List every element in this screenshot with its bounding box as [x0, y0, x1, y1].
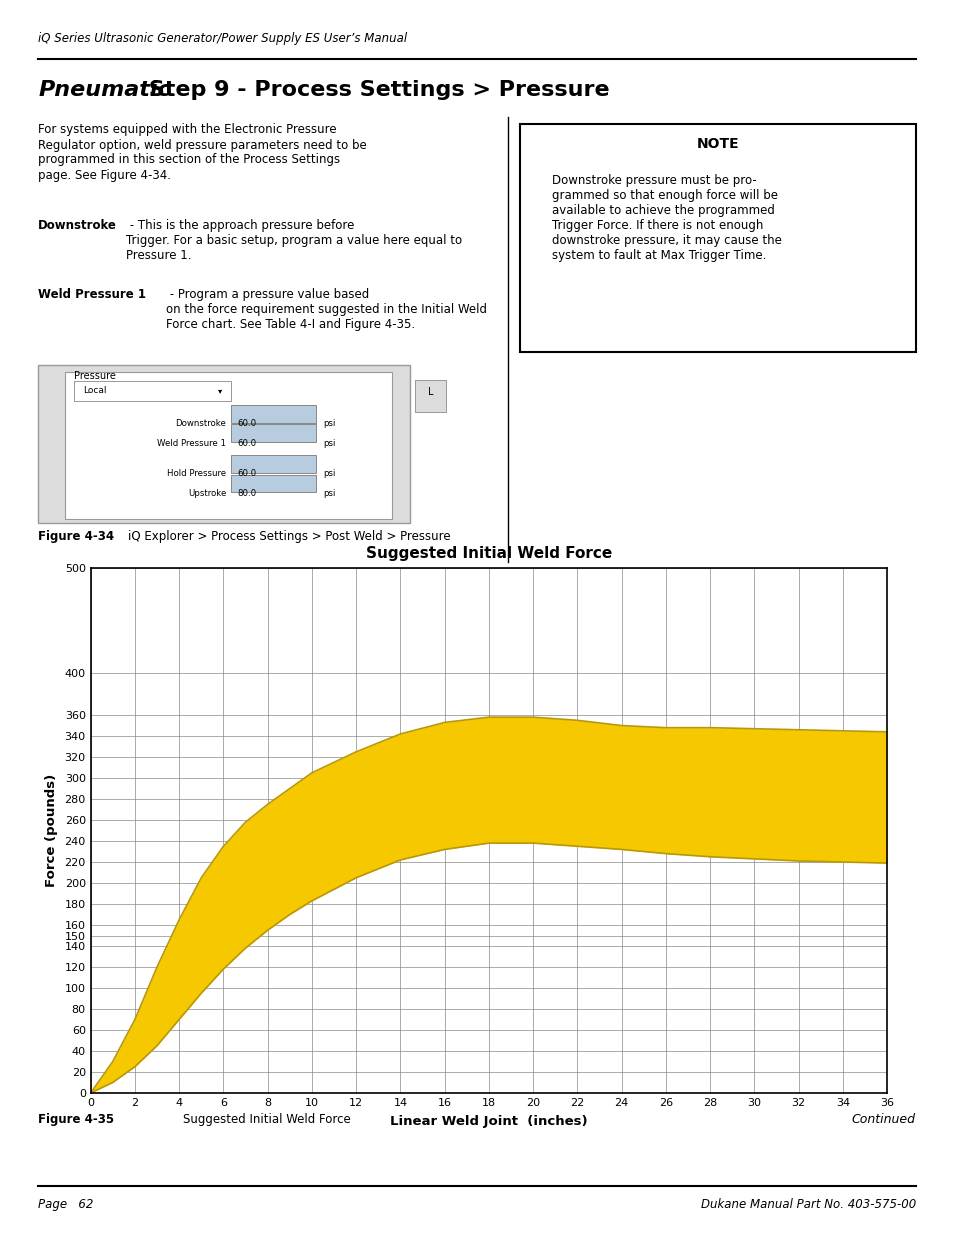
- FancyBboxPatch shape: [519, 124, 915, 352]
- FancyBboxPatch shape: [65, 373, 392, 519]
- FancyBboxPatch shape: [415, 379, 446, 412]
- Text: - Program a pressure value based
on the force requirement suggested in the Initi: - Program a pressure value based on the …: [166, 288, 486, 331]
- Text: Suggested Initial Weld Force: Suggested Initial Weld Force: [183, 1114, 351, 1126]
- Text: Downstroke: Downstroke: [38, 220, 117, 232]
- Text: psi: psi: [322, 469, 335, 478]
- Text: Hold Pressure: Hold Pressure: [167, 469, 226, 478]
- Text: Upstroke: Upstroke: [188, 489, 226, 498]
- FancyBboxPatch shape: [231, 474, 315, 493]
- Text: psi: psi: [322, 419, 335, 429]
- Text: ▾: ▾: [217, 385, 221, 395]
- FancyBboxPatch shape: [231, 405, 315, 422]
- Text: Figure 4-35: Figure 4-35: [38, 1114, 114, 1126]
- Text: 60.0: 60.0: [237, 469, 256, 478]
- FancyBboxPatch shape: [74, 382, 231, 401]
- FancyBboxPatch shape: [231, 454, 315, 473]
- Text: psi: psi: [322, 489, 335, 498]
- Text: Weld Pressure 1: Weld Pressure 1: [38, 288, 146, 301]
- Text: - This is the approach pressure before
Trigger. For a basic setup, program a val: - This is the approach pressure before T…: [126, 220, 461, 263]
- Text: iQ Series Ultrasonic Generator/Power Supply ES User’s Manual: iQ Series Ultrasonic Generator/Power Sup…: [38, 32, 407, 46]
- FancyBboxPatch shape: [38, 366, 410, 522]
- Text: 60.0: 60.0: [237, 438, 256, 448]
- X-axis label: Linear Weld Joint  (inches): Linear Weld Joint (inches): [390, 1115, 587, 1128]
- Text: Downstroke pressure must be pro-
grammed so that enough force will be
available : Downstroke pressure must be pro- grammed…: [551, 174, 781, 262]
- Text: Local: Local: [83, 385, 107, 395]
- Text: Page   62: Page 62: [38, 1198, 93, 1210]
- Text: psi: psi: [322, 438, 335, 448]
- Text: 60.0: 60.0: [237, 419, 256, 429]
- Y-axis label: Force (pounds): Force (pounds): [45, 774, 57, 887]
- Text: Continued: Continued: [851, 1114, 915, 1126]
- Text: For systems equipped with the Electronic Pressure
Regulator option, weld pressur: For systems equipped with the Electronic…: [38, 124, 367, 182]
- Text: Weld Pressure 1: Weld Pressure 1: [157, 438, 226, 448]
- Text: Figure 4-34: Figure 4-34: [38, 530, 114, 543]
- Text: iQ Explorer > Process Settings > Post Weld > Pressure: iQ Explorer > Process Settings > Post We…: [128, 530, 450, 543]
- Text: Downstroke: Downstroke: [175, 419, 226, 429]
- FancyBboxPatch shape: [231, 425, 315, 442]
- Text: Pressure: Pressure: [74, 370, 115, 380]
- Text: 80.0: 80.0: [237, 489, 256, 498]
- Text: NOTE: NOTE: [696, 137, 739, 151]
- Text: Step 9 - Process Settings > Pressure: Step 9 - Process Settings > Pressure: [141, 79, 609, 100]
- Title: Suggested Initial Weld Force: Suggested Initial Weld Force: [365, 546, 612, 562]
- Text: L: L: [427, 388, 433, 398]
- Text: Pneumatic: Pneumatic: [38, 79, 171, 100]
- Text: Dukane Manual Part No. 403-575-00: Dukane Manual Part No. 403-575-00: [700, 1198, 915, 1210]
